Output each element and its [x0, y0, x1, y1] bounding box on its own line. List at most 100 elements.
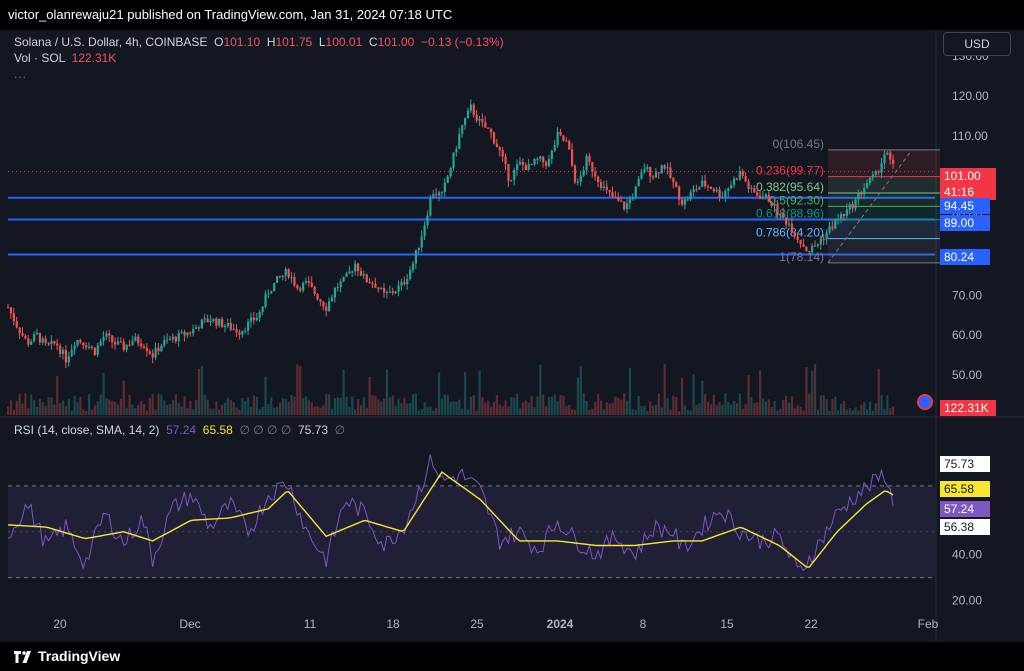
currency-button[interactable]: USD	[943, 32, 1011, 56]
candle-body	[82, 342, 85, 346]
volume-bar	[666, 398, 669, 415]
volume-bar	[657, 393, 660, 415]
candle-body	[805, 246, 808, 252]
candle-body	[461, 124, 464, 134]
rsi-sma-line	[7, 471, 894, 568]
volume-bar	[145, 410, 149, 415]
tradingview-footer: TradingView	[0, 642, 1024, 671]
volume-bar	[56, 376, 59, 415]
volume-bar	[354, 409, 357, 415]
volume-bar	[469, 396, 472, 415]
volume-badge: 122.31K	[940, 400, 996, 416]
candle-body	[166, 339, 169, 341]
volume-bar	[643, 405, 646, 415]
volume-bar	[492, 401, 496, 415]
volume-bar	[854, 407, 857, 415]
rsi-label[interactable]: RSI (14, close, SMA, 14, 2)	[14, 423, 160, 437]
volume-bar	[796, 405, 799, 415]
volume-bar	[38, 398, 42, 415]
volume-bar	[631, 409, 634, 415]
volume-bar	[328, 394, 331, 415]
symbol-label[interactable]: Solana / U.S. Dollar, 4h, COINBASE	[14, 35, 208, 49]
candle-body	[9, 307, 13, 314]
volume-bar	[727, 402, 730, 415]
volume-bar	[200, 365, 203, 415]
candle-body	[466, 110, 470, 119]
candle-body	[53, 341, 56, 344]
candle-body	[773, 203, 776, 206]
candle-body	[686, 199, 689, 201]
volume-bar	[605, 402, 608, 415]
rsi-empty-marks: ∅ ∅ ∅ ∅	[239, 423, 292, 437]
candle-body	[455, 148, 458, 153]
chart-canvas[interactable]: 130.00120.00110.00100.0090.0070.0060.005…	[0, 30, 1024, 642]
volume-bar	[336, 397, 339, 415]
candle-body	[559, 131, 562, 136]
candle-body	[449, 168, 452, 177]
candle-body	[374, 283, 377, 288]
rsi-sma-value: 65.58	[202, 423, 233, 437]
volume-bar	[660, 407, 663, 415]
volume-bar	[50, 397, 53, 415]
volume-bar	[64, 406, 68, 415]
candle-body	[620, 200, 623, 202]
time-tick-label: Dec	[179, 617, 200, 631]
volume-bar	[860, 404, 863, 415]
candle-body	[756, 192, 759, 196]
volume-bar	[741, 408, 744, 415]
candle-body	[116, 341, 120, 345]
candle-body	[383, 288, 386, 293]
volume-bar	[423, 402, 426, 415]
volume-bar	[21, 403, 24, 415]
candle-body	[874, 171, 877, 175]
volume-bar	[652, 405, 655, 415]
candle-body	[614, 196, 617, 198]
volume-bar	[9, 400, 13, 415]
candle-body	[785, 217, 788, 225]
volume-bar	[15, 400, 18, 415]
candle-body	[241, 330, 244, 335]
volume-bar	[889, 408, 892, 415]
candle-body	[880, 163, 883, 173]
volume-bar	[362, 397, 365, 415]
volume-bar	[487, 400, 490, 415]
volume-bar	[275, 406, 279, 415]
volume-bar	[785, 395, 788, 415]
candle-body	[140, 343, 143, 347]
volume-bar	[530, 396, 533, 415]
candle-body	[336, 287, 339, 289]
volume-label[interactable]: Vol · SOL	[14, 51, 65, 65]
volume-bar	[414, 393, 418, 415]
candle-body	[666, 167, 669, 169]
volume-bar	[484, 402, 487, 415]
volume-bar	[411, 394, 415, 415]
candle-body	[270, 291, 273, 294]
candle-body	[365, 274, 368, 282]
volume-bar	[287, 401, 290, 415]
volume-bar	[76, 402, 79, 415]
volume-bar	[863, 402, 866, 415]
time-tick-label: 18	[386, 617, 400, 631]
candle-body	[649, 166, 652, 177]
time-tick-label: 8	[640, 617, 647, 631]
volume-bar	[521, 402, 525, 415]
volume-bar	[192, 409, 195, 415]
candle-body	[119, 341, 123, 343]
volume-bar	[625, 400, 629, 415]
volume-bar	[59, 403, 62, 415]
volume-bar	[892, 406, 895, 415]
more-indicators[interactable]: ...	[14, 67, 28, 81]
close-value: 101.00	[377, 35, 415, 49]
volume-bar	[845, 409, 848, 415]
chart-area[interactable]: 130.00120.00110.00100.0090.0070.0060.005…	[0, 30, 1024, 642]
time-tick-label: 11	[304, 617, 317, 631]
volume-bar	[157, 393, 160, 415]
volume-bar	[516, 393, 519, 415]
candle-body	[423, 225, 426, 237]
volume-bar	[151, 393, 154, 415]
candle-body	[472, 104, 475, 115]
candle-body	[611, 192, 614, 197]
candle-body	[108, 333, 111, 336]
volume-bar	[85, 410, 88, 415]
candle-body	[553, 145, 556, 151]
